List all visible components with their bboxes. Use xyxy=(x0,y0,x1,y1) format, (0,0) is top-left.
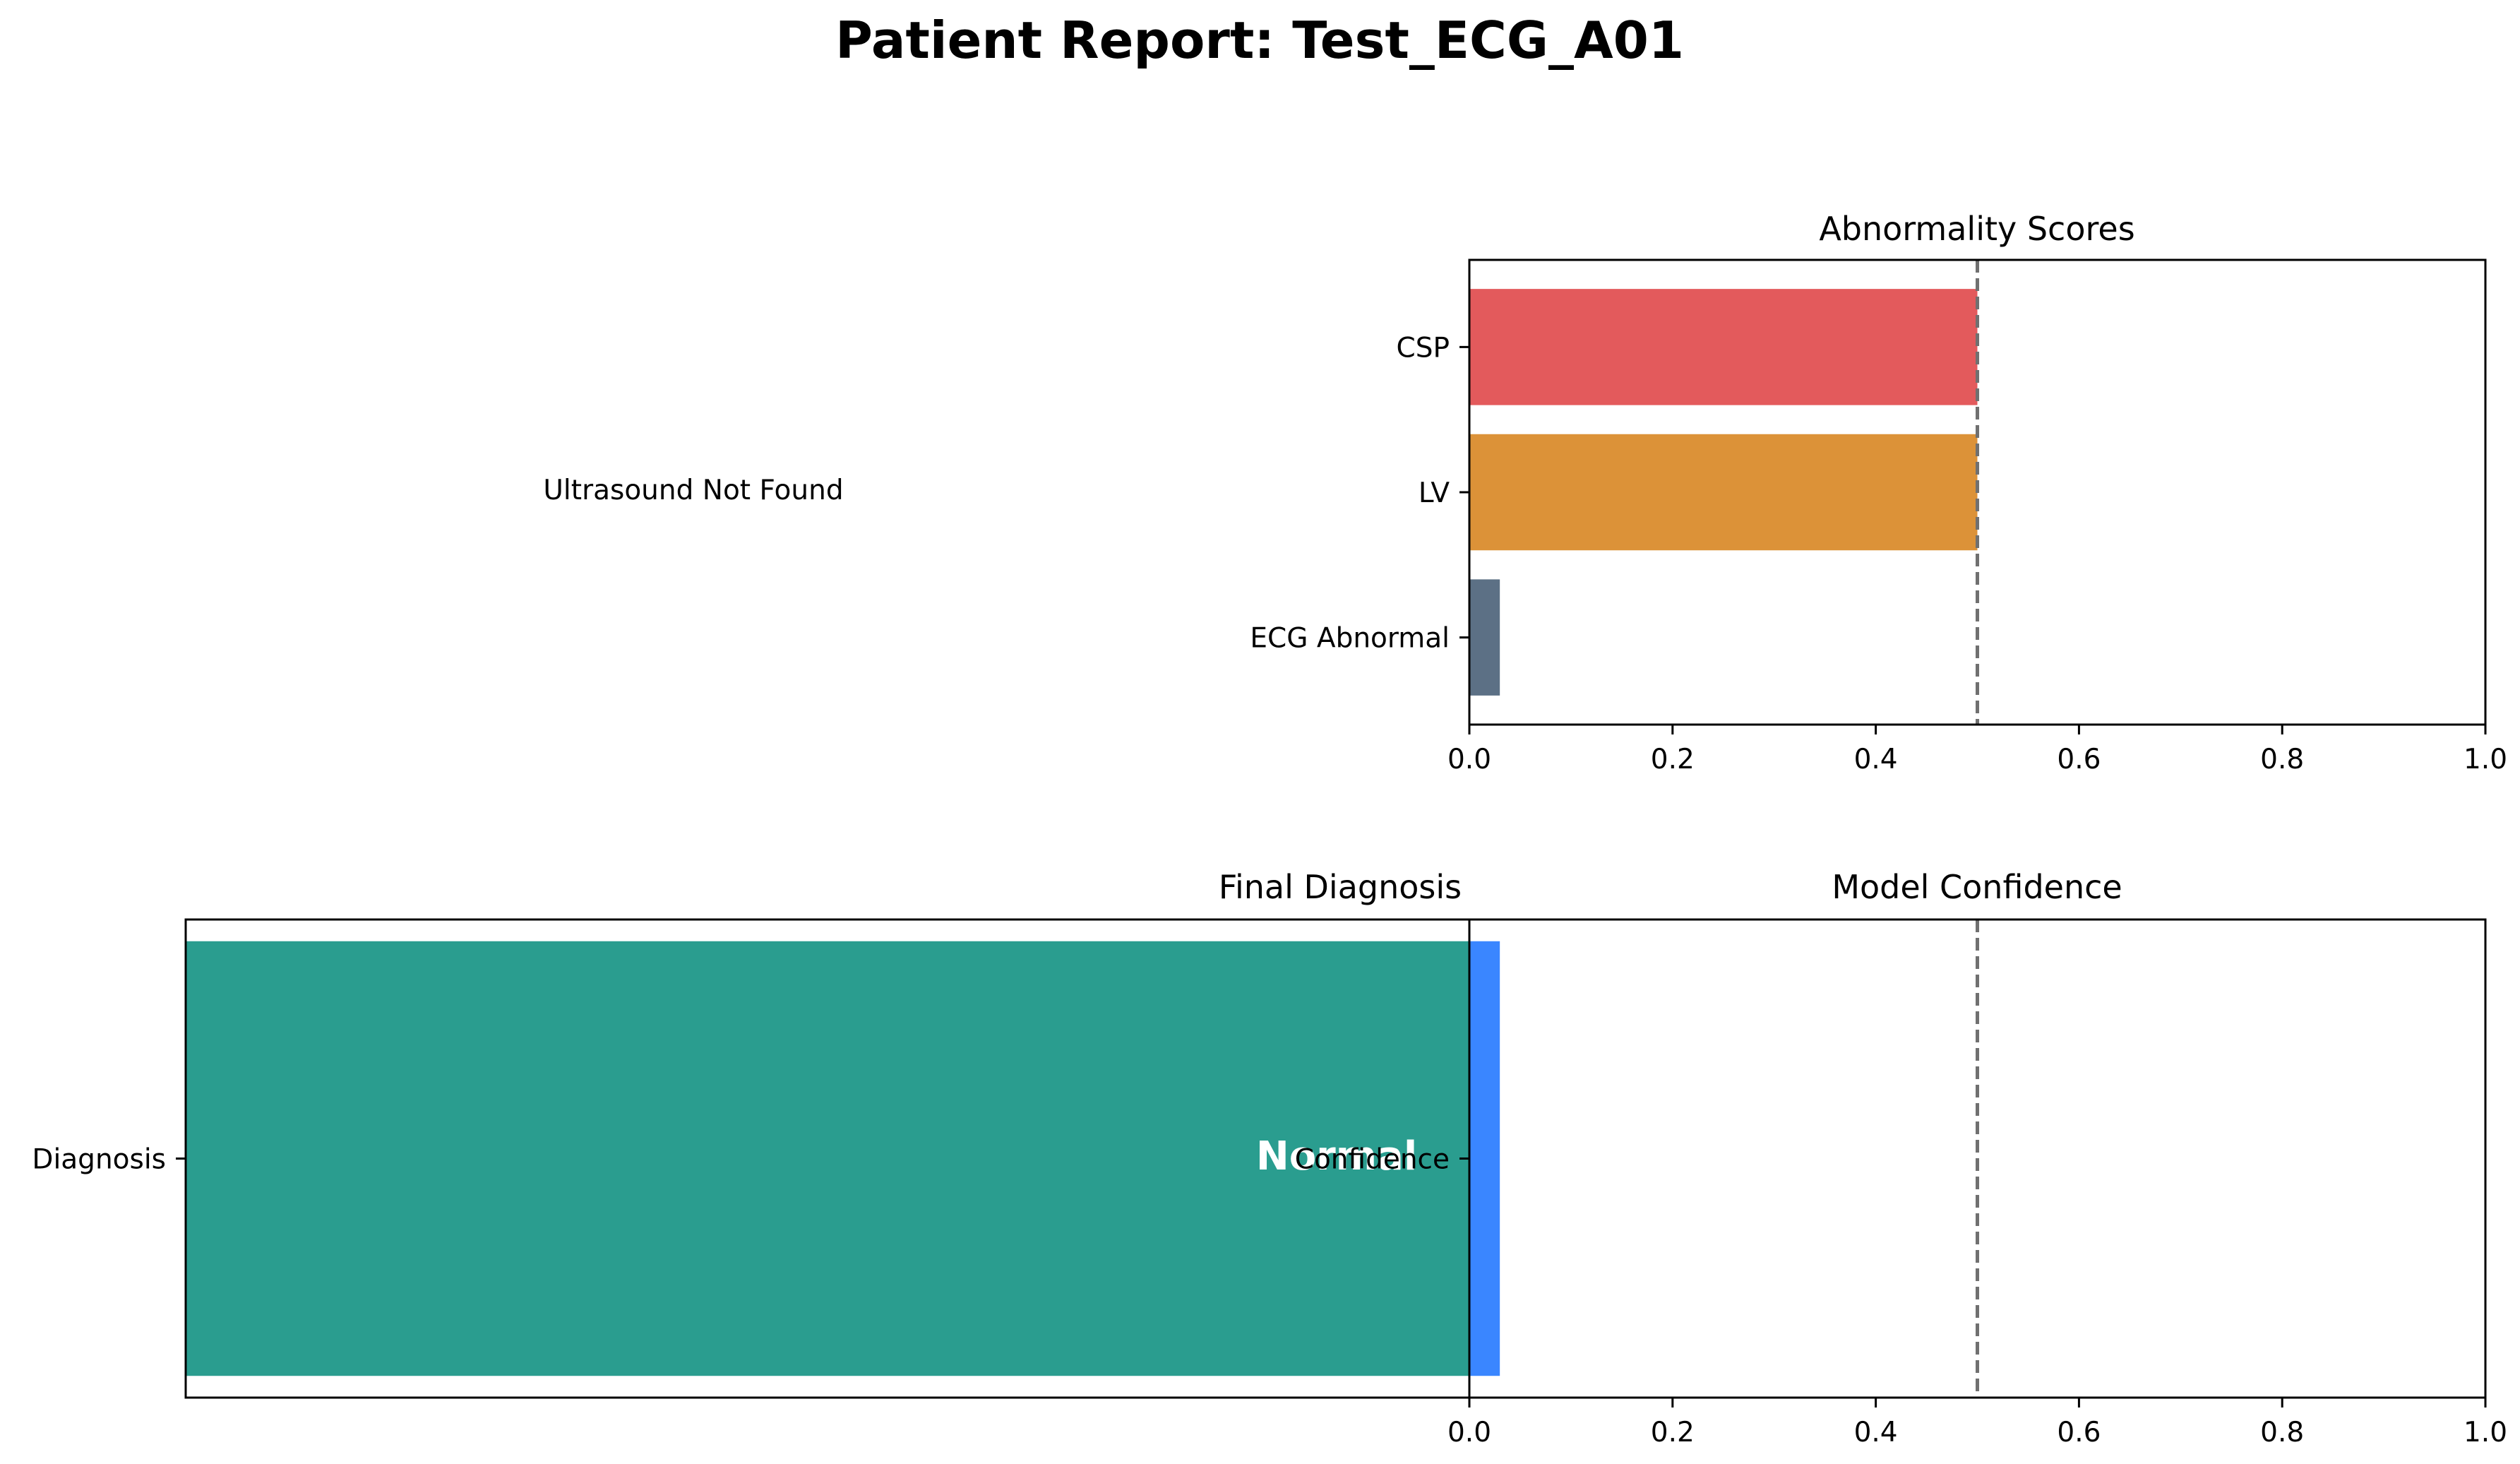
score-bar-ecg-abnormal xyxy=(1469,579,1500,696)
diagnosis-bar xyxy=(186,941,1469,1376)
diagnosis-bar-label: Normal xyxy=(1256,1133,1417,1179)
confidence-xtick-label: 1.0 xyxy=(2464,1417,2507,1448)
confidence-xtick-label: 0.6 xyxy=(2057,1417,2101,1448)
final-diagnosis-chart: Final Diagnosis Diagnosis Normal xyxy=(32,868,1471,1399)
model-confidence-chart: Model Confidence Confidence 0.0 0.2 0.4 0.6… xyxy=(1295,868,2507,1448)
abnormality-scores-title: Abnormality Scores xyxy=(1819,210,2134,248)
confidence-ytick-label-confidence: Confidence xyxy=(1295,1144,1450,1176)
abnormality-scores-chart: Abnormality Scores CSP LV ECG Abnormal 0.0… xyxy=(1250,210,2507,775)
scores-ytick-label-lv: LV xyxy=(1419,477,1450,509)
scores-xtick-label: 1.0 xyxy=(2464,744,2507,775)
scores-xtick-label: 0.4 xyxy=(1854,744,1898,775)
score-bar-csp xyxy=(1469,289,1978,405)
model-confidence-frame xyxy=(1468,918,2487,1399)
confidence-xtick-label: 0.2 xyxy=(1651,1417,1695,1448)
scores-xtick-label: 0.8 xyxy=(2260,744,2304,775)
confidence-xtick-label: 0.4 xyxy=(1854,1417,1898,1448)
diagnosis-ytick-label-diagnosis: Diagnosis xyxy=(32,1144,166,1176)
scores-xtick-label: 0.0 xyxy=(1447,744,1491,775)
scores-xtick-label: 0.6 xyxy=(2057,744,2101,775)
ultrasound-not-found-message: Ultrasound Not Found xyxy=(543,475,843,506)
confidence-bar xyxy=(1469,941,1500,1376)
score-bar-lv xyxy=(1469,434,1978,551)
figure-title: Patient Report: Test_ECG_A01 xyxy=(835,11,1684,70)
scores-xtick-label: 0.2 xyxy=(1651,744,1695,775)
final-diagnosis-title: Final Diagnosis xyxy=(1219,868,1462,906)
confidence-xtick-label: 0.8 xyxy=(2260,1417,2304,1448)
model-confidence-title: Model Confidence xyxy=(1832,868,2122,906)
confidence-xtick-label: 0.0 xyxy=(1447,1417,1491,1448)
scores-ytick-label-csp: CSP xyxy=(1396,332,1450,364)
abnormality-scores-frame xyxy=(1468,258,2487,726)
scores-ytick-label-ecg-abnormal: ECG Abnormal xyxy=(1250,623,1450,655)
